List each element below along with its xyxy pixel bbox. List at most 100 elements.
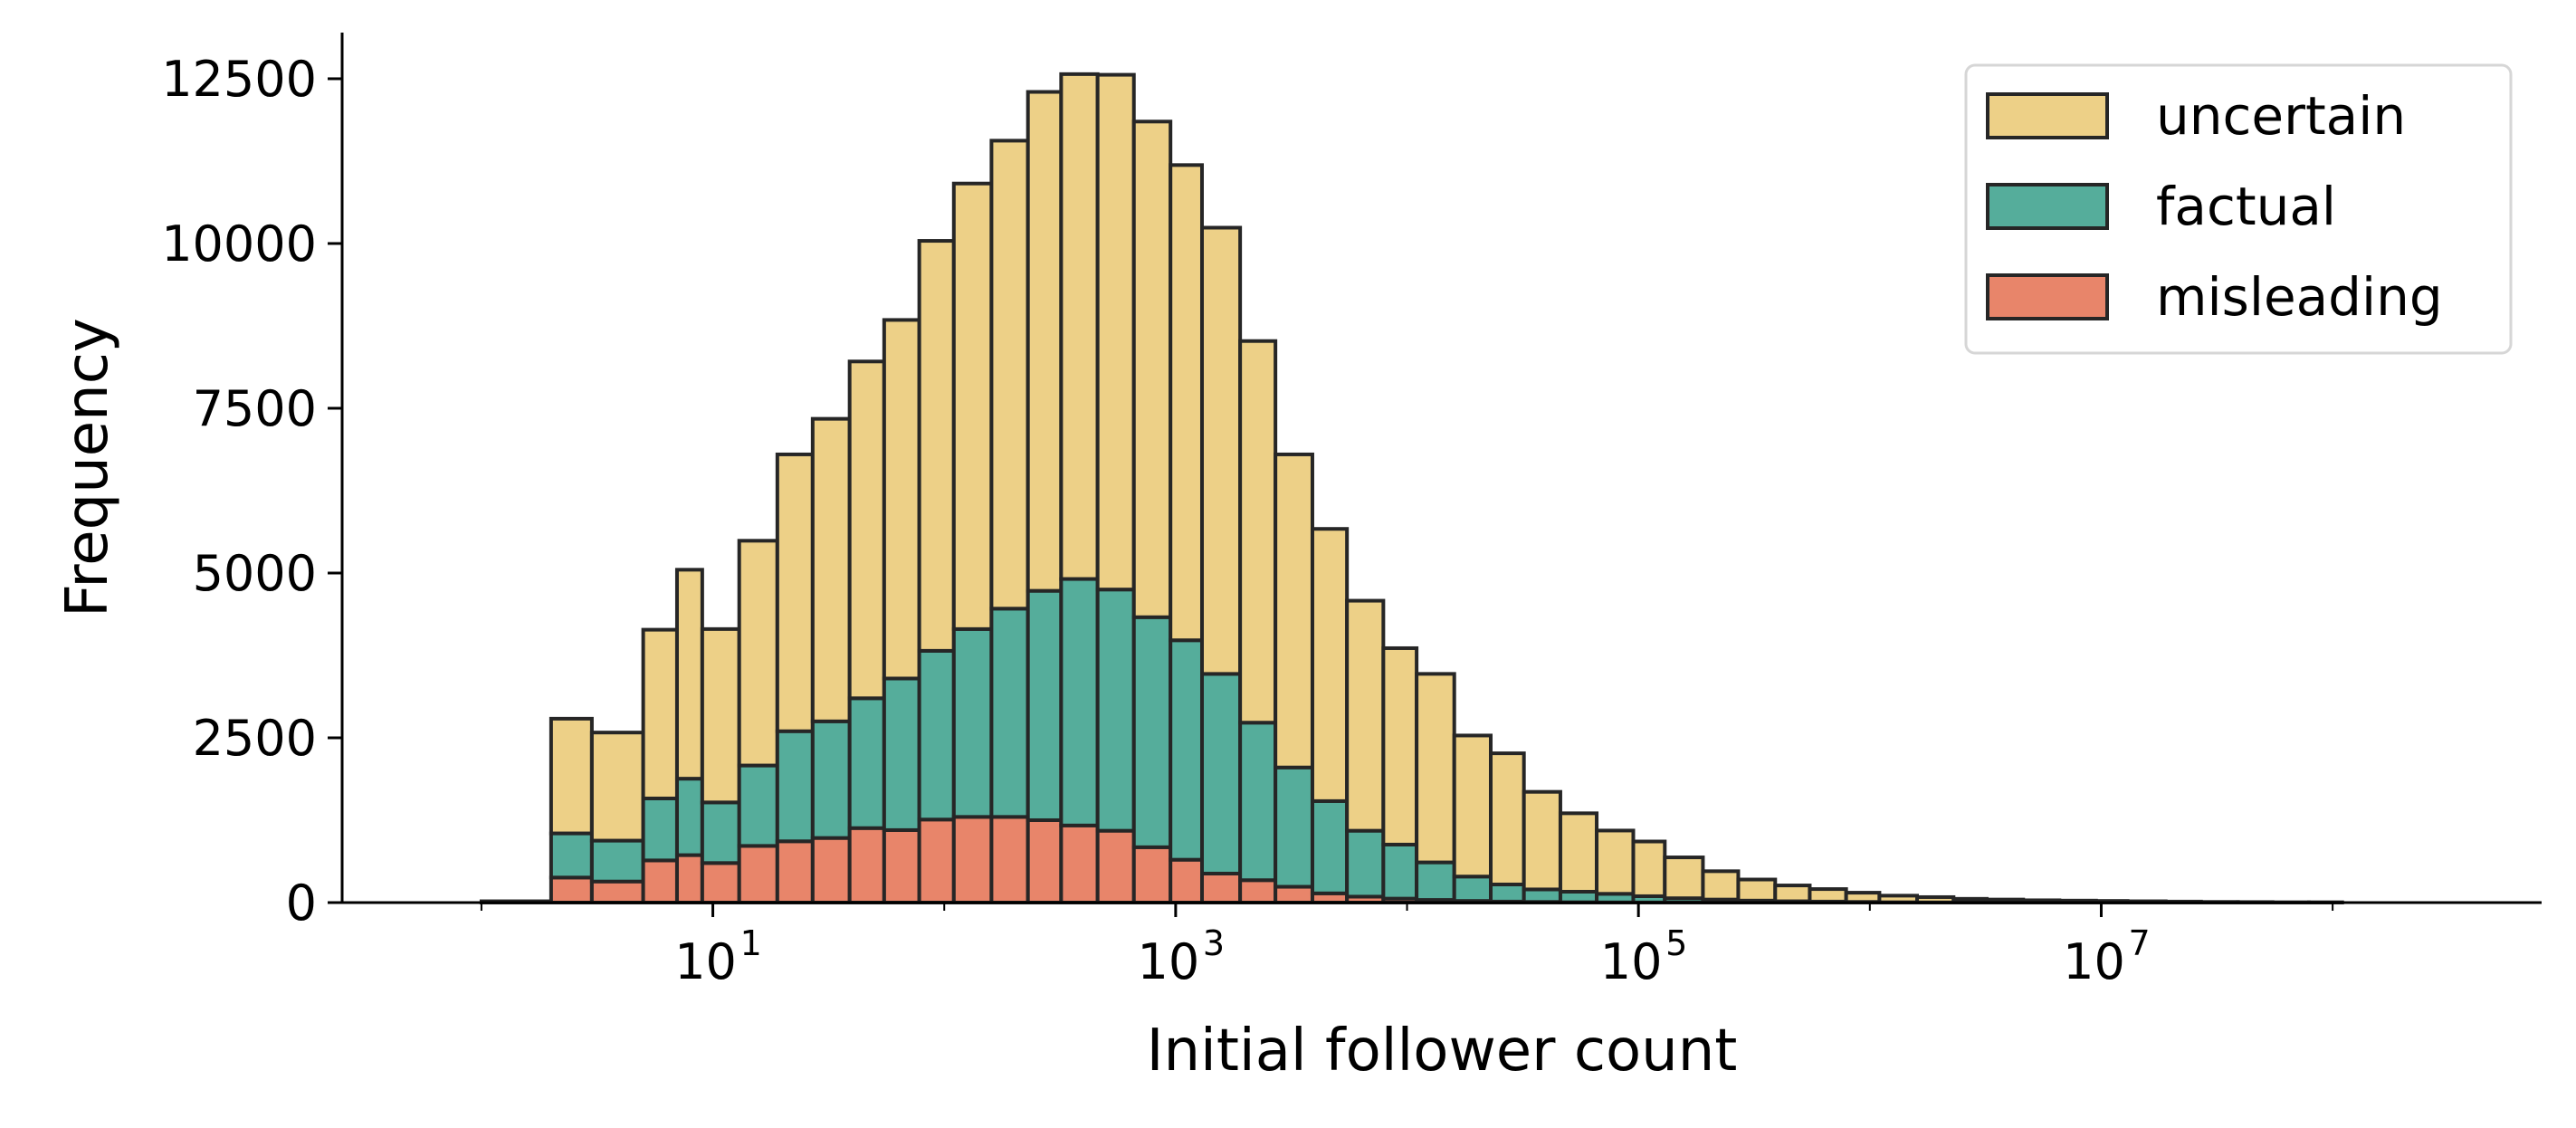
bar-uncertain bbox=[1808, 887, 1848, 903]
bar-factual bbox=[589, 838, 645, 884]
legend-swatch-factual bbox=[1986, 183, 2109, 230]
bar-uncertain bbox=[1095, 72, 1136, 592]
x-tick-exponent: 7 bbox=[2128, 923, 2150, 963]
bar-uncertain bbox=[1381, 645, 1419, 846]
bar-factual bbox=[1345, 828, 1386, 899]
bar-uncertain bbox=[1631, 839, 1667, 898]
bar-factual bbox=[882, 676, 921, 832]
x-axis-ticks: 10 1 10 3 10 5 10 7 bbox=[480, 903, 2334, 990]
bar-uncertain bbox=[641, 627, 679, 800]
x-tick-label: 10 bbox=[674, 933, 737, 990]
bar-uncertain bbox=[1238, 339, 1278, 725]
bar-factual bbox=[1238, 721, 1278, 883]
bar-misleading bbox=[1274, 884, 1314, 905]
bar-uncertain bbox=[951, 181, 994, 631]
y-axis-ticks: 0 2500 5000 7500 10000 12500 bbox=[161, 51, 342, 932]
legend-label-factual: factual bbox=[2156, 176, 2336, 237]
legend-label-uncertain: uncertain bbox=[2156, 85, 2406, 147]
bar-factual bbox=[1169, 638, 1204, 862]
bar-uncertain bbox=[1169, 163, 1204, 643]
bar-misleading bbox=[917, 817, 956, 905]
bar-uncertain bbox=[1345, 598, 1386, 833]
bar-factual bbox=[989, 607, 1030, 819]
x-tick-exponent: 1 bbox=[740, 923, 762, 963]
bar-uncertain bbox=[1522, 789, 1562, 892]
bar-factual bbox=[549, 831, 594, 880]
bar-uncertain bbox=[1736, 877, 1778, 903]
bar-misleading bbox=[737, 844, 779, 905]
bar-factual bbox=[700, 800, 741, 865]
y-tick-label: 7500 bbox=[193, 380, 317, 437]
bar-misleading bbox=[775, 839, 815, 904]
bar-uncertain bbox=[882, 318, 921, 681]
bar-uncertain bbox=[1026, 90, 1064, 593]
bar-misleading bbox=[1169, 857, 1204, 904]
bar-factual bbox=[775, 729, 815, 844]
bar-uncertain bbox=[847, 359, 886, 701]
bar-misleading bbox=[549, 875, 594, 905]
bar-uncertain bbox=[1595, 828, 1636, 896]
bar-uncertain bbox=[1558, 811, 1599, 894]
legend: uncertain factual misleading bbox=[1964, 63, 2513, 355]
bar-factual bbox=[810, 719, 852, 840]
bar-uncertain bbox=[1844, 891, 1882, 904]
bar-uncertain bbox=[674, 568, 704, 781]
bar-uncertain bbox=[1274, 452, 1314, 770]
bar-factual bbox=[1489, 882, 1526, 903]
bar-factual bbox=[1415, 860, 1456, 903]
bar-factual bbox=[1310, 798, 1350, 895]
bar-uncertain bbox=[989, 139, 1030, 611]
bar-factual bbox=[1274, 765, 1314, 889]
bar-misleading bbox=[700, 861, 741, 905]
bar-factual bbox=[917, 648, 956, 822]
bar-uncertain bbox=[737, 539, 779, 768]
bar-uncertain bbox=[1773, 884, 1812, 903]
bar-uncertain bbox=[700, 626, 741, 805]
bar-misleading bbox=[589, 879, 645, 905]
bar-factual bbox=[1131, 615, 1173, 849]
bar-misleading bbox=[1200, 871, 1243, 904]
bar-misleading bbox=[1238, 878, 1278, 904]
bar-misleading bbox=[674, 853, 704, 905]
bar-factual bbox=[674, 777, 704, 857]
bar-factual bbox=[641, 796, 679, 863]
bar-uncertain bbox=[589, 731, 645, 843]
x-tick-exponent: 3 bbox=[1203, 923, 1225, 963]
bar-uncertain bbox=[1059, 72, 1100, 581]
bar-factual bbox=[1381, 842, 1419, 901]
y-tick-label: 10000 bbox=[161, 215, 317, 272]
y-axis-label: Frequency bbox=[54, 318, 121, 617]
bar-misleading bbox=[810, 836, 852, 905]
y-tick-label: 0 bbox=[286, 875, 317, 932]
x-tick-exponent: 5 bbox=[1665, 923, 1687, 963]
legend-swatch-misleading bbox=[1986, 273, 2109, 320]
bar-uncertain bbox=[1701, 869, 1741, 902]
y-tick-label: 2500 bbox=[193, 710, 317, 767]
y-tick-label: 12500 bbox=[161, 51, 317, 108]
bar-uncertain bbox=[1452, 733, 1493, 879]
bar-factual bbox=[1200, 672, 1243, 875]
histogram-bars bbox=[479, 72, 2344, 905]
bar-uncertain bbox=[775, 452, 815, 733]
bar-uncertain bbox=[810, 416, 852, 723]
x-tick-label: 10 bbox=[2063, 933, 2125, 990]
bar-misleading bbox=[641, 858, 679, 904]
bar-uncertain bbox=[1310, 527, 1350, 803]
bar-factual bbox=[1522, 887, 1562, 904]
bar-factual bbox=[951, 626, 994, 819]
bar-uncertain bbox=[1131, 119, 1173, 619]
bar-uncertain bbox=[1415, 672, 1456, 865]
bar-factual bbox=[1026, 588, 1064, 822]
bar-misleading bbox=[882, 827, 921, 904]
bar-factual bbox=[1452, 875, 1493, 903]
bar-uncertain bbox=[549, 716, 594, 836]
bar-uncertain bbox=[1663, 856, 1705, 901]
bar-uncertain bbox=[1489, 751, 1526, 886]
bar-misleading bbox=[1026, 818, 1064, 904]
bar-misleading bbox=[1131, 845, 1173, 904]
bar-misleading bbox=[1095, 828, 1136, 905]
x-axis-label: Initial follower count bbox=[1147, 1018, 1738, 1085]
y-tick-label: 5000 bbox=[193, 545, 317, 602]
legend-swatch-uncertain bbox=[1986, 92, 2109, 139]
